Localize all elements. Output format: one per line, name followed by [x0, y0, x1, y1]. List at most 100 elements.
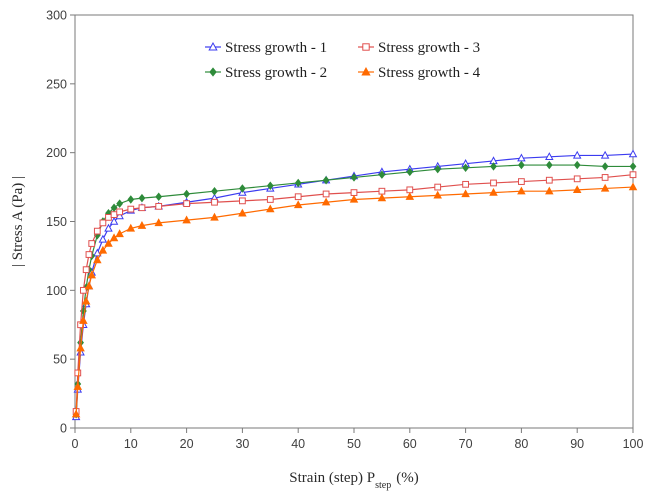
series-3-point [434, 183, 442, 191]
series-4-point [517, 186, 526, 195]
y-axis-ticks: 0 50 100 150 200 250 300 [46, 9, 75, 436]
series-3-point [378, 187, 386, 195]
x-axis-title: Strain (step) Pstep (%) [289, 470, 418, 491]
series-4-point [545, 186, 554, 195]
series-1-point [600, 150, 610, 159]
series-1-point [109, 216, 119, 225]
series-3-point [99, 219, 107, 227]
legend-label: Stress growth - 2 [225, 65, 327, 81]
x-tick-label: 50 [347, 437, 361, 451]
series-3-point [93, 227, 101, 235]
series-4-point [433, 190, 442, 199]
series-3-point [127, 205, 135, 213]
series-3-point [239, 197, 246, 205]
series-4-point [238, 208, 247, 217]
series-3-point [601, 174, 609, 181]
series-2-point [127, 195, 135, 204]
series-4-point [73, 382, 83, 390]
series-4-point [115, 229, 124, 238]
series-4-point [293, 200, 303, 209]
x-tick-label: 90 [570, 437, 584, 451]
series-3 [72, 171, 637, 415]
x-tick-label: 60 [403, 437, 417, 451]
series-3-point [462, 180, 469, 188]
series-3-point [629, 171, 637, 179]
series-4-point [79, 315, 88, 324]
x-tick-label: 100 [623, 437, 644, 451]
series-3-point [79, 286, 87, 294]
series-3-point [105, 213, 112, 221]
y-tick-label: 0 [60, 422, 67, 436]
series-3-point [266, 196, 274, 203]
series-2-point [378, 170, 386, 179]
legend-marker [209, 67, 217, 77]
series-layer [71, 149, 638, 421]
series-2-point [350, 173, 358, 182]
series-4-point [76, 343, 85, 352]
series-1-point [572, 150, 582, 159]
x-tick-label: 40 [291, 437, 305, 451]
series-3-point [82, 266, 90, 274]
series-1-point [545, 152, 554, 160]
series-1-point [628, 149, 638, 158]
y-tick-label: 100 [46, 284, 67, 298]
series-4-point [154, 218, 163, 227]
series-2-point [116, 199, 124, 208]
x-axis-ticks: 0 10 20 30 40 50 60 70 80 90 100 [72, 428, 644, 451]
legend-marker [361, 66, 371, 76]
legend-item-4: Stress growth - 4 [358, 65, 481, 81]
y-tick-label: 300 [46, 9, 67, 23]
series-3-point [573, 175, 581, 183]
series-4-point [600, 183, 610, 192]
series-2 [72, 160, 637, 419]
series-3-point [116, 208, 124, 216]
y-tick-label: 200 [46, 146, 67, 160]
y-axis-title: | Stress A (Pa) | [10, 176, 26, 267]
series-4-point [461, 189, 470, 198]
legend-label: Stress growth - 1 [225, 40, 327, 56]
series-2-point [573, 160, 581, 170]
series-4-point [182, 215, 191, 224]
series-3-point [88, 240, 96, 247]
x-tick-label: 20 [180, 437, 194, 451]
legend: Stress growth - 1 Stress growth - 2 Stress… [205, 40, 481, 81]
series-4-point [87, 270, 97, 279]
series-2-point [183, 189, 190, 199]
y-tick-label: 250 [46, 77, 67, 91]
series-3-point [110, 211, 118, 218]
series-2-point [239, 184, 246, 193]
legend-item-1: Stress growth - 1 [205, 40, 327, 56]
y-tick-label: 150 [46, 215, 67, 229]
series-2-point [434, 164, 442, 174]
series-2-point [406, 167, 414, 177]
series-4-point [81, 296, 91, 305]
series-2-point [490, 162, 497, 171]
series-2-point [518, 160, 525, 170]
series-4-point [98, 245, 108, 254]
series-3-point [155, 202, 163, 210]
series-2-point [629, 162, 637, 171]
series-4-point [572, 185, 582, 194]
series-1-point [98, 234, 108, 243]
series-2-point [601, 162, 609, 171]
series-4-point [628, 182, 638, 191]
series-2-point [155, 192, 163, 201]
series-4-point [321, 197, 331, 206]
series-2-point [322, 175, 330, 185]
y-tick-label: 50 [53, 353, 67, 367]
series-3-line [75, 174, 634, 412]
x-axis-title-unit: (%) [396, 470, 419, 486]
series-4-point [109, 233, 119, 242]
series-4-point [93, 255, 102, 264]
series-4-point [349, 194, 359, 203]
legend-item-3: Stress growth - 3 [358, 40, 480, 56]
legend-marker [208, 41, 218, 51]
series-2-point [545, 160, 553, 170]
series-3-point [350, 189, 358, 196]
x-tick-label: 10 [124, 437, 138, 451]
x-axis-title-subscript: step [375, 480, 391, 491]
series-3-point [138, 204, 146, 212]
series-3-point [183, 200, 190, 207]
series-3-point [85, 251, 93, 258]
